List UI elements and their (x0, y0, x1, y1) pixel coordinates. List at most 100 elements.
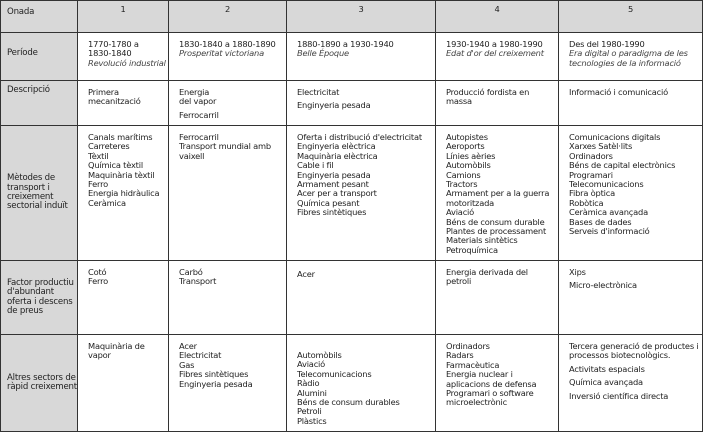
wave-number: 2 (168, 0, 287, 33)
cell-line: massa (446, 96, 472, 107)
table-cell: Acer Electricitat Gas Fibres sintètiques Eng… (168, 334, 287, 432)
header-label: Onada (0, 0, 78, 33)
cell-line: aplicacions de defensa (446, 378, 537, 389)
cell-line: Autopistes (446, 132, 488, 142)
cell-line: Armament pesant (297, 179, 369, 190)
cell-line: Alumini (297, 387, 327, 398)
wave-number: 1 (77, 0, 169, 33)
cell-line: Programari (569, 169, 613, 180)
cell-line: Ordinadors (446, 341, 490, 351)
cell-line: Prosperitat victoriana (179, 48, 264, 59)
cell-line: Activitats espacials (569, 363, 645, 374)
cell-line: Automòbils (297, 350, 342, 360)
table-cell: Automòbils Aviació Telecomunicacions Ràdio A… (286, 334, 436, 432)
cell-line: Telecomunicacions (569, 179, 644, 190)
cell-line: Química avançada (569, 377, 643, 388)
cell-line: Enginyeria pesada (297, 100, 371, 111)
table-cell: Oferta i distribució d'electricitat Engin… (286, 125, 436, 261)
cell-line: Camions (446, 169, 481, 180)
cell-line: Ferrocarril (179, 132, 219, 142)
cell-line: Plàstics (297, 415, 327, 426)
cell-line: Gas (179, 359, 195, 370)
cell-line: Electricitat (297, 87, 340, 97)
cell-line: 1930-1940 a 1980-1990 (446, 39, 543, 49)
cell-line: Serveis d'informació (569, 226, 650, 237)
table-cell: 1830-1840 a 1880-1890 Prosperitat victori… (168, 32, 287, 81)
cell-line: Xarxes Satèl·lits (569, 141, 633, 152)
cell-line: Química tèxtil (88, 160, 143, 171)
cell-line: del vapor (179, 96, 217, 107)
cell-line: Aviació (446, 207, 475, 218)
cell-line: Línies aèries (446, 150, 496, 161)
cell-line: vapor (88, 350, 111, 361)
cell-line: Fibra òptica (569, 188, 616, 199)
table-cell: Producció fordista en massa (435, 80, 559, 126)
cell-line: motoritzada (446, 197, 495, 208)
table-cell: Informació i comunicació (558, 80, 703, 126)
cell-line: Enginyeria elèctrica (297, 141, 376, 152)
row-label: Factor productiu d'abundant oferta i des… (0, 260, 78, 335)
table-cell: Cotó Ferro (77, 260, 169, 335)
cell-line: 1880-1890 a 1930-1940 (297, 39, 394, 49)
cell-line: Ferro (88, 179, 108, 190)
cell-line: Farmacèutica (446, 359, 500, 370)
cell-line: Materials sintètics (446, 235, 518, 246)
cell-line: Tèxtil (88, 150, 109, 161)
cell-line: Béns de capital electrònics (569, 160, 676, 171)
table-cell: Xips Micro-electrònica (558, 260, 703, 335)
cell-line: Maquinària tèxtil (88, 169, 155, 180)
row-label: Descripció (0, 80, 78, 126)
table-cell: Carbó Transport (168, 260, 287, 335)
table-cell: Autopistes Aeroports Línies aèries Automòbi… (435, 125, 559, 261)
cell-line: Programari o software (446, 388, 534, 399)
table-cell: 1930-1940 a 1980-1990 Edat d'or del creix… (435, 32, 559, 81)
cell-line: Primera (88, 87, 119, 97)
cell-line: Ràdio (297, 378, 320, 389)
cell-line: Informació i comunicació (569, 87, 668, 97)
cell-line: Cable i fil (297, 160, 334, 171)
row-label: Altres sectors de ràpid creixement (0, 334, 78, 432)
table-cell: Tercera generació de productes i processo… (558, 334, 703, 432)
table-cell: 1880-1890 a 1930-1940 Belle Époque (286, 32, 436, 81)
cell-line: Béns de consum durable (446, 216, 545, 227)
cell-line: Transport (179, 276, 217, 287)
row-label: Període (0, 32, 78, 81)
cell-line: Fibres sintètiques (297, 207, 367, 218)
row-transport-methods: Mètodes de transport i creixement sector… (0, 125, 703, 261)
cell-line: Telecomunicacions (297, 368, 372, 379)
cell-line: processos biotecnològics. (569, 350, 671, 361)
cell-line: 1830-1840 a 1880-1890 (179, 39, 276, 49)
table-cell: Ordinadors Radars Farmacèutica Energia nucl… (435, 334, 559, 432)
row-other-sectors: Altres sectors de ràpid creixement Maquin… (0, 334, 703, 432)
cell-line: Ferro (88, 276, 108, 287)
cell-line: Automòbils (446, 160, 491, 171)
row-description: Descripció Primera mecanització Energia del … (0, 80, 703, 126)
cell-line: Maquinària de (88, 341, 145, 351)
cell-line: Belle Époque (297, 48, 349, 59)
cell-line: Radars (446, 350, 474, 361)
cell-line: Energia derivada del (446, 267, 528, 277)
cell-line: Edat d'or del creixement (446, 48, 544, 59)
cell-line: Ceràmica avançada (569, 207, 648, 218)
table-cell: Des del 1980-1990 Era digital o paradigma… (558, 32, 703, 81)
cell-line: petroli (446, 276, 472, 287)
row-label: Mètodes de transport i creixement sector… (0, 125, 78, 261)
cell-line: Inversió científica directa (569, 390, 669, 401)
cell-line: Ferrocarril (179, 109, 219, 120)
cell-line: Petroquímica (446, 244, 498, 255)
cell-line: Aviació (297, 359, 326, 370)
wave-number: 4 (435, 0, 559, 33)
cell-line: Producció fordista en (446, 87, 530, 97)
cell-line: Era digital o paradigma de les (569, 48, 688, 59)
table-cell: Comunicacions digitals Xarxes Satèl·lits O… (558, 125, 703, 261)
cell-line: Plantes de processament (446, 226, 547, 237)
cell-line: Revolució industrial (88, 57, 166, 68)
wave-number: 3 (286, 0, 436, 33)
cell-line: Acer (297, 269, 315, 279)
cell-line: Bases de dades (569, 216, 632, 227)
cell-line: Energia (179, 87, 210, 97)
cell-line: Enginyeria pesada (179, 378, 253, 389)
cell-line: Oferta i distribució d'electricitat (297, 132, 422, 142)
cell-line: Cotó (88, 267, 107, 277)
